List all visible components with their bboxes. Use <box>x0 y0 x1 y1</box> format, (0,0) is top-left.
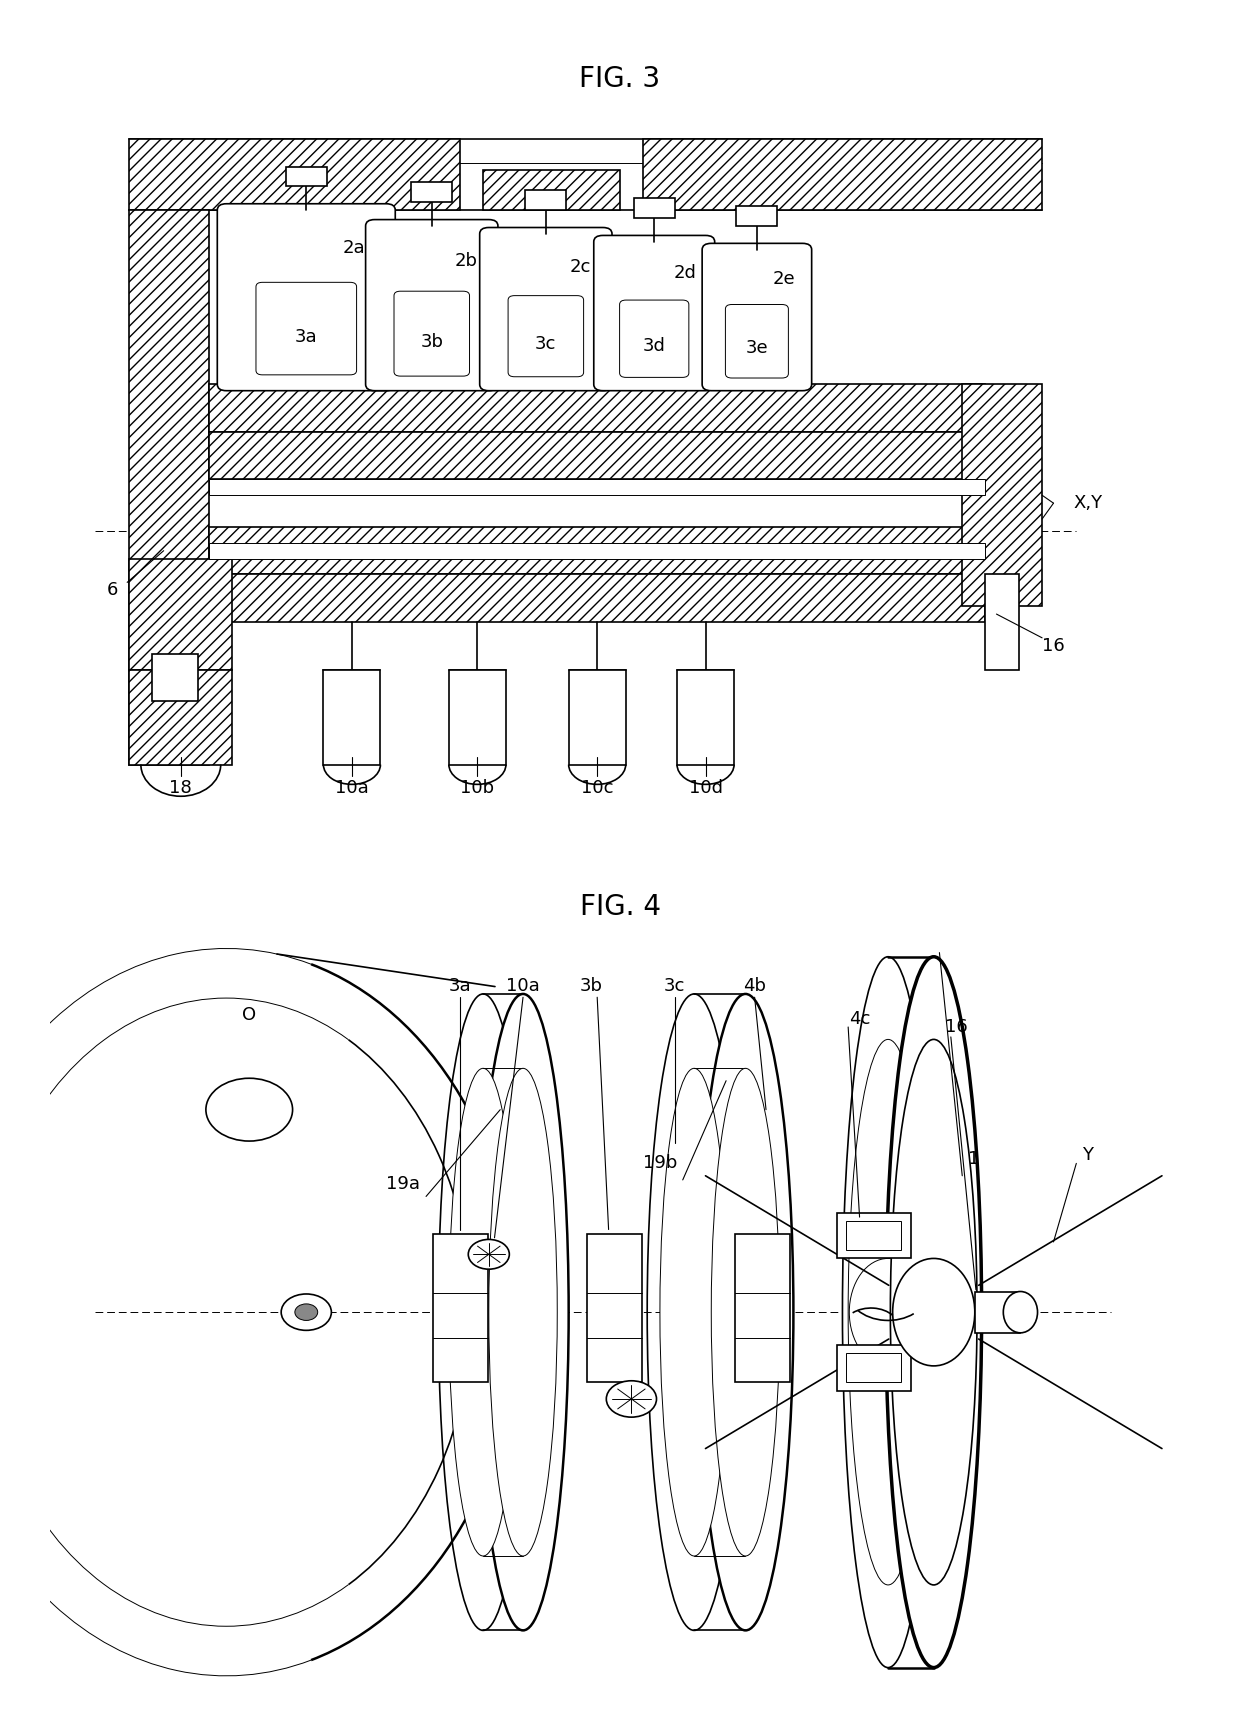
Bar <box>846 1353 900 1383</box>
Ellipse shape <box>660 1068 728 1557</box>
Ellipse shape <box>469 1240 510 1269</box>
Text: 3b: 3b <box>580 976 603 995</box>
FancyBboxPatch shape <box>594 236 714 391</box>
FancyBboxPatch shape <box>620 300 689 377</box>
Bar <box>324 670 381 765</box>
Bar <box>569 670 626 765</box>
Bar <box>210 479 985 496</box>
FancyBboxPatch shape <box>702 243 812 391</box>
Ellipse shape <box>890 1040 977 1584</box>
Bar <box>129 210 210 765</box>
Ellipse shape <box>606 1381 656 1417</box>
Text: X,Y: X,Y <box>1073 494 1102 511</box>
Text: 16: 16 <box>1042 637 1065 654</box>
Bar <box>846 1221 900 1250</box>
Bar <box>129 558 232 670</box>
Text: 6: 6 <box>107 582 118 599</box>
Bar <box>412 183 453 201</box>
Bar <box>526 189 567 210</box>
Bar <box>677 670 734 765</box>
Ellipse shape <box>489 1068 557 1557</box>
Ellipse shape <box>712 1068 780 1557</box>
Text: 2e: 2e <box>773 270 796 288</box>
Bar <box>587 1233 641 1383</box>
Bar <box>433 1233 487 1383</box>
Text: 10a: 10a <box>335 780 368 797</box>
Bar <box>837 1212 911 1259</box>
Ellipse shape <box>1003 1292 1038 1333</box>
Text: 3a: 3a <box>449 976 471 995</box>
Text: FIG. 3: FIG. 3 <box>579 65 661 93</box>
Text: 3c: 3c <box>665 976 686 995</box>
Bar <box>210 384 985 432</box>
Bar <box>642 139 1042 210</box>
Bar <box>129 139 460 210</box>
Bar <box>962 384 1042 606</box>
Text: 19b: 19b <box>642 1154 677 1173</box>
Bar <box>210 432 985 479</box>
Text: 19a: 19a <box>386 1174 420 1193</box>
Ellipse shape <box>281 1293 331 1331</box>
Bar <box>985 575 1019 670</box>
Bar <box>735 1233 790 1383</box>
Ellipse shape <box>842 957 934 1667</box>
Text: 3d: 3d <box>642 338 666 355</box>
Text: 3a: 3a <box>295 329 317 346</box>
Ellipse shape <box>698 994 794 1631</box>
Ellipse shape <box>477 994 569 1631</box>
FancyBboxPatch shape <box>366 220 498 391</box>
Ellipse shape <box>295 1304 317 1321</box>
Ellipse shape <box>848 1040 928 1584</box>
Text: O: O <box>242 1006 257 1023</box>
Bar <box>484 170 620 210</box>
Text: 4b: 4b <box>743 976 766 995</box>
Bar <box>975 1292 1021 1333</box>
Text: 10b: 10b <box>460 780 495 797</box>
Text: 1: 1 <box>968 1150 980 1168</box>
Text: 10c: 10c <box>580 780 614 797</box>
Text: 3b: 3b <box>420 332 443 351</box>
Text: 2d: 2d <box>673 263 697 282</box>
Ellipse shape <box>449 1068 517 1557</box>
FancyBboxPatch shape <box>255 282 357 375</box>
Text: 2b: 2b <box>455 251 477 270</box>
FancyBboxPatch shape <box>217 203 396 391</box>
Bar <box>837 1345 911 1391</box>
Text: Y: Y <box>1083 1147 1094 1164</box>
Bar <box>285 167 327 186</box>
FancyBboxPatch shape <box>508 296 584 377</box>
Text: 18: 18 <box>170 780 192 797</box>
Text: 10d: 10d <box>688 780 723 797</box>
Ellipse shape <box>206 1078 293 1142</box>
Ellipse shape <box>893 1259 975 1366</box>
Bar <box>634 198 675 219</box>
Ellipse shape <box>885 957 982 1667</box>
Text: 16: 16 <box>945 1018 968 1037</box>
Bar <box>737 207 777 226</box>
Bar <box>449 670 506 765</box>
FancyBboxPatch shape <box>725 305 789 379</box>
Text: 10a: 10a <box>506 976 539 995</box>
FancyBboxPatch shape <box>394 291 470 375</box>
Text: 3e: 3e <box>745 339 769 356</box>
FancyBboxPatch shape <box>480 227 613 391</box>
Bar <box>153 654 198 701</box>
Text: 3c: 3c <box>536 334 557 353</box>
Text: 4c: 4c <box>849 1009 870 1028</box>
Bar <box>129 670 232 765</box>
Ellipse shape <box>849 1259 926 1366</box>
Bar <box>210 575 985 622</box>
Bar <box>210 527 985 575</box>
Text: 2a: 2a <box>343 239 366 257</box>
Text: FIG. 4: FIG. 4 <box>579 894 661 921</box>
Text: 2c: 2c <box>569 258 590 276</box>
Bar <box>210 542 985 558</box>
